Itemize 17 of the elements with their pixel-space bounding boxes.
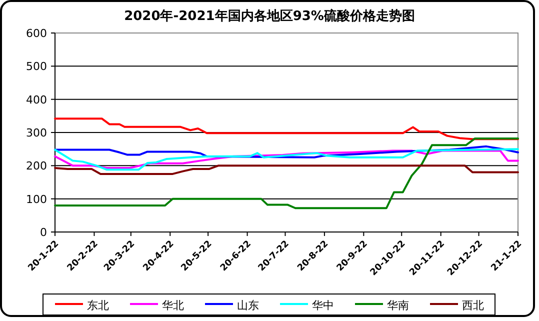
y-tick-label: 600 [26, 27, 47, 40]
y-tick-label: 100 [26, 192, 47, 206]
line-series [54, 118, 519, 140]
legend-label: 山东 [237, 299, 259, 312]
chart-title: 2020年-2021年国内各地区93%硫酸价格走势图 [124, 8, 415, 24]
y-tick-label: 300 [26, 126, 47, 140]
legend-label: 东北 [87, 299, 109, 312]
line-series [54, 137, 519, 210]
legend-label: 华北 [162, 299, 184, 312]
y-tick-label: 200 [26, 160, 47, 173]
legend-label: 华中 [312, 299, 334, 312]
y-tick-label: 500 [26, 60, 47, 74]
line-series [54, 164, 519, 175]
legend-label: 华南 [387, 299, 409, 312]
y-tick-label: 0 [40, 226, 47, 239]
legend-label: 西北 [462, 299, 484, 312]
y-tick-label: 400 [26, 93, 47, 106]
